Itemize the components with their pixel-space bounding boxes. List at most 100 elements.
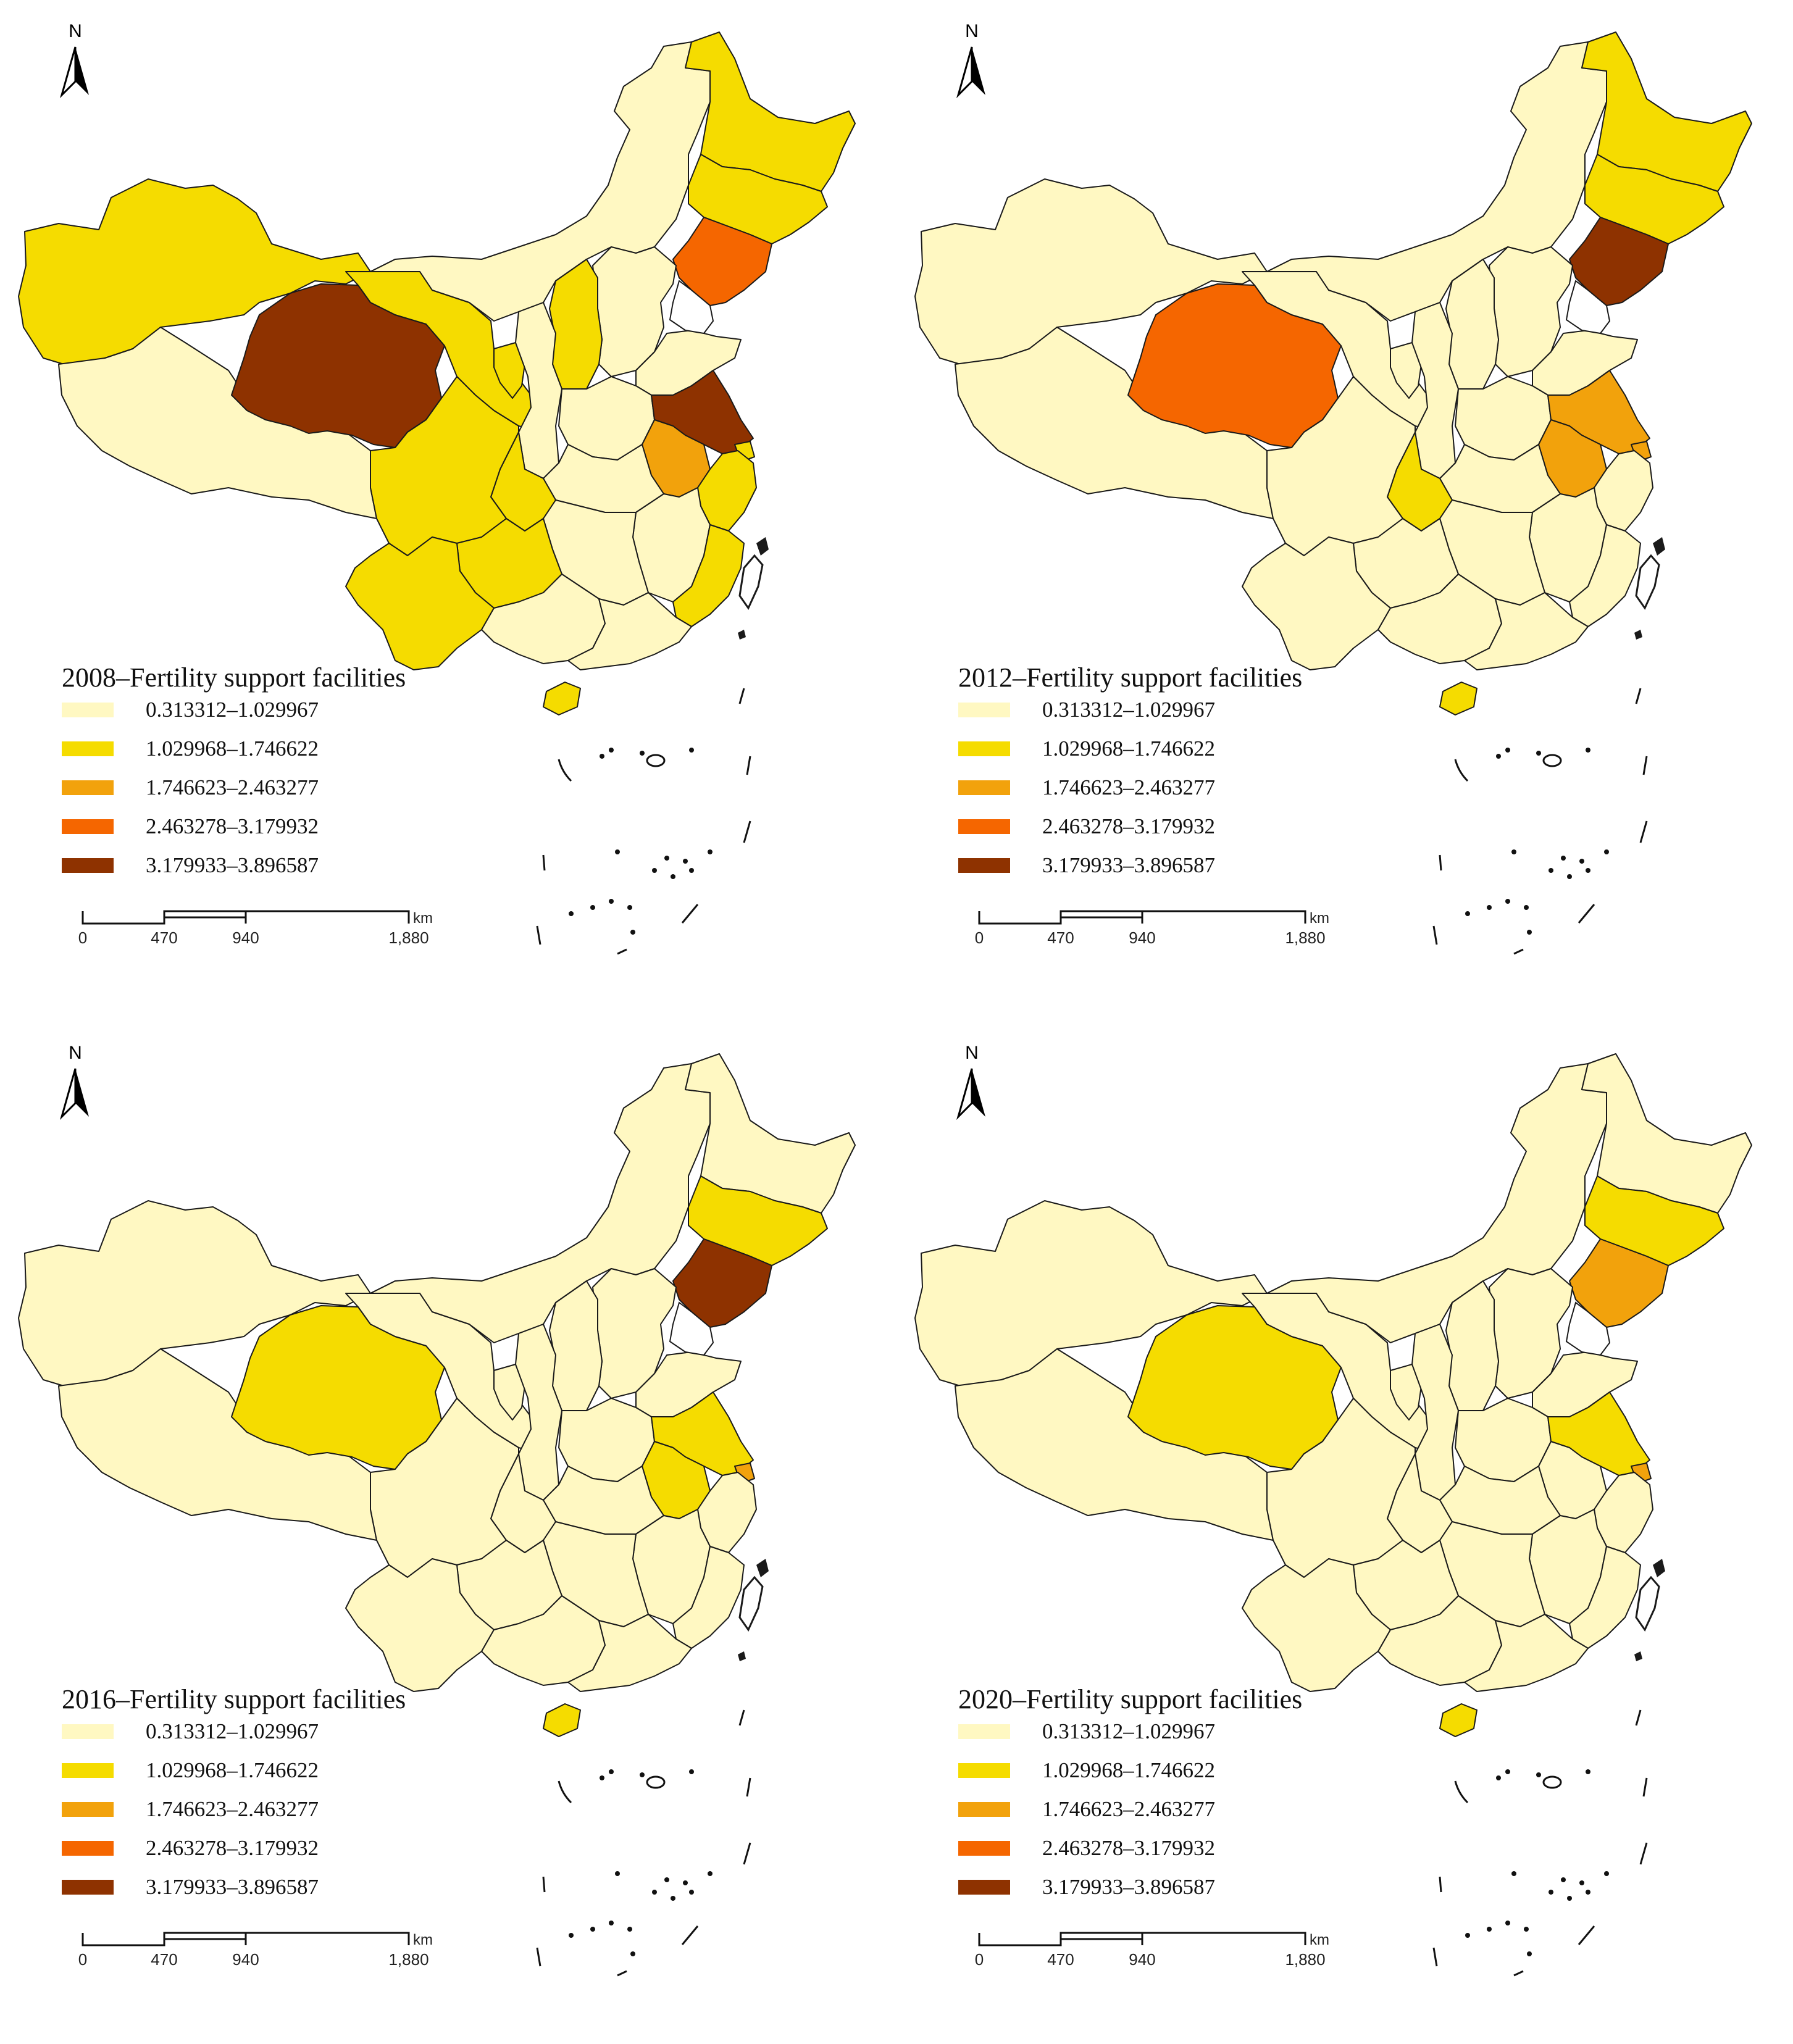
china-province-map — [18, 31, 856, 955]
legend-label: 3.179933–3.896587 — [1042, 1875, 1215, 1899]
legend-label: 1.746623–2.463277 — [1042, 775, 1215, 799]
province-xj — [18, 1200, 371, 1390]
province-gd — [567, 1614, 692, 1692]
map-panel-3: N 2016–Fertility support facilities 0.3133… — [0, 1022, 896, 2043]
legend-label: 0.313312–1.029967 — [1042, 1719, 1215, 1743]
legend-label: 0.313312–1.029967 — [1042, 698, 1215, 722]
scale-tick: 470 — [151, 1950, 178, 1969]
province-yn — [345, 1558, 495, 1692]
legend-swatch — [958, 741, 1010, 756]
legend-swatch — [958, 858, 1010, 873]
legend-swatch — [958, 780, 1010, 795]
taiwan-outline — [1635, 554, 1660, 611]
province-yn — [345, 536, 495, 670]
legend-swatch — [62, 1724, 114, 1739]
legend-swatch — [62, 780, 114, 795]
scale-bar: 0 470 940 1,880 km — [64, 904, 472, 959]
province-hn — [1439, 1703, 1477, 1737]
south-china-sea-inset — [1432, 688, 1648, 955]
map-panel-2: N 2012–Fertility support facilities 0.3133… — [896, 0, 1793, 1022]
province-hlj — [1581, 31, 1752, 192]
island-marks — [1634, 537, 1665, 640]
north-label: N — [965, 21, 979, 41]
scale-tick: 470 — [1047, 1950, 1074, 1969]
province-gd — [1464, 1614, 1589, 1692]
province-xj — [914, 178, 1268, 368]
scale-tick: 940 — [1129, 1950, 1156, 1969]
legend-swatch — [62, 858, 114, 873]
province-gd — [1464, 592, 1589, 670]
south-china-sea-inset — [536, 1709, 751, 1977]
scale-tick: 1,880 — [1285, 928, 1326, 947]
province-hlj — [1581, 1053, 1752, 1214]
legend-label: 2.463278–3.179932 — [1042, 814, 1215, 838]
legend-label: 1.029968–1.746622 — [146, 1758, 319, 1782]
north-arrow: N — [953, 21, 990, 107]
legend-title: 2012–Fertility support facilities — [958, 662, 1303, 693]
legend-swatch — [958, 1763, 1010, 1778]
province-xj — [18, 178, 371, 368]
map-panel-4: N 2020–Fertility support facilities 0.3133… — [896, 1022, 1793, 2043]
province-yn — [1242, 1558, 1391, 1692]
scale-unit: km — [413, 910, 433, 927]
province-hn — [543, 1703, 581, 1737]
province-hn — [1439, 682, 1477, 715]
bohai-sea — [669, 1301, 714, 1356]
taiwan-outline — [738, 1575, 764, 1632]
scale-bar: 0 470 940 1,880 km — [64, 1925, 472, 1981]
scale-tick: 0 — [78, 1950, 88, 1969]
province-hn — [543, 682, 581, 715]
legend-swatch — [958, 703, 1010, 717]
north-label: N — [69, 21, 82, 41]
legend-swatch — [958, 1880, 1010, 1895]
legend-swatch — [958, 1724, 1010, 1739]
scale-tick: 940 — [232, 928, 259, 947]
legend-swatch — [958, 1802, 1010, 1817]
scale-tick: 1,880 — [388, 1950, 429, 1969]
legend-swatch — [62, 1763, 114, 1778]
legend-swatch — [62, 1841, 114, 1856]
scale-unit: km — [1310, 1932, 1329, 1948]
scale-tick: 470 — [1047, 928, 1074, 947]
province-jl — [1584, 1175, 1724, 1266]
province-hlj — [685, 31, 856, 192]
legend-label: 1.746623–2.463277 — [146, 775, 319, 799]
bohai-sea — [669, 280, 714, 335]
scale-tick: 1,880 — [1285, 1950, 1326, 1969]
taiwan-outline — [1635, 1575, 1660, 1632]
north-arrow: N — [57, 21, 94, 107]
bohai-sea — [1565, 280, 1611, 335]
province-hlj — [685, 1053, 856, 1214]
legend-label: 2.463278–3.179932 — [146, 814, 319, 838]
legend-title: 2008–Fertility support facilities — [62, 662, 406, 693]
legend-swatch — [62, 741, 114, 756]
scale-tick: 940 — [1129, 928, 1156, 947]
legend-label: 1.746623–2.463277 — [146, 1797, 319, 1821]
north-label: N — [69, 1043, 82, 1063]
scale-tick: 940 — [232, 1950, 259, 1969]
north-arrow: N — [57, 1043, 94, 1129]
north-label: N — [965, 1043, 979, 1063]
scale-tick: 0 — [974, 1950, 984, 1969]
island-marks — [738, 1559, 769, 1661]
legend-label: 0.313312–1.029967 — [146, 698, 319, 722]
legend-swatch — [958, 819, 1010, 834]
province-yn — [1242, 536, 1391, 670]
legend-label: 2.463278–3.179932 — [1042, 1836, 1215, 1860]
province-jl — [1584, 154, 1724, 244]
legend-label: 1.029968–1.746622 — [146, 736, 319, 761]
legend-swatch — [62, 819, 114, 834]
legend-label: 3.179933–3.896587 — [146, 1875, 319, 1899]
china-province-map — [914, 31, 1752, 955]
province-jl — [688, 154, 828, 244]
bohai-sea — [1565, 1301, 1611, 1356]
legend-label: 2.463278–3.179932 — [146, 1836, 319, 1860]
scale-tick: 0 — [78, 928, 88, 947]
legend-swatch — [62, 1802, 114, 1817]
scale-tick: 0 — [974, 928, 984, 947]
legend-label: 3.179933–3.896587 — [1042, 853, 1215, 877]
china-province-map — [914, 1053, 1752, 1977]
legend-title: 2016–Fertility support facilities — [62, 1684, 406, 1714]
island-marks — [738, 537, 769, 640]
legend-swatch — [958, 1841, 1010, 1856]
